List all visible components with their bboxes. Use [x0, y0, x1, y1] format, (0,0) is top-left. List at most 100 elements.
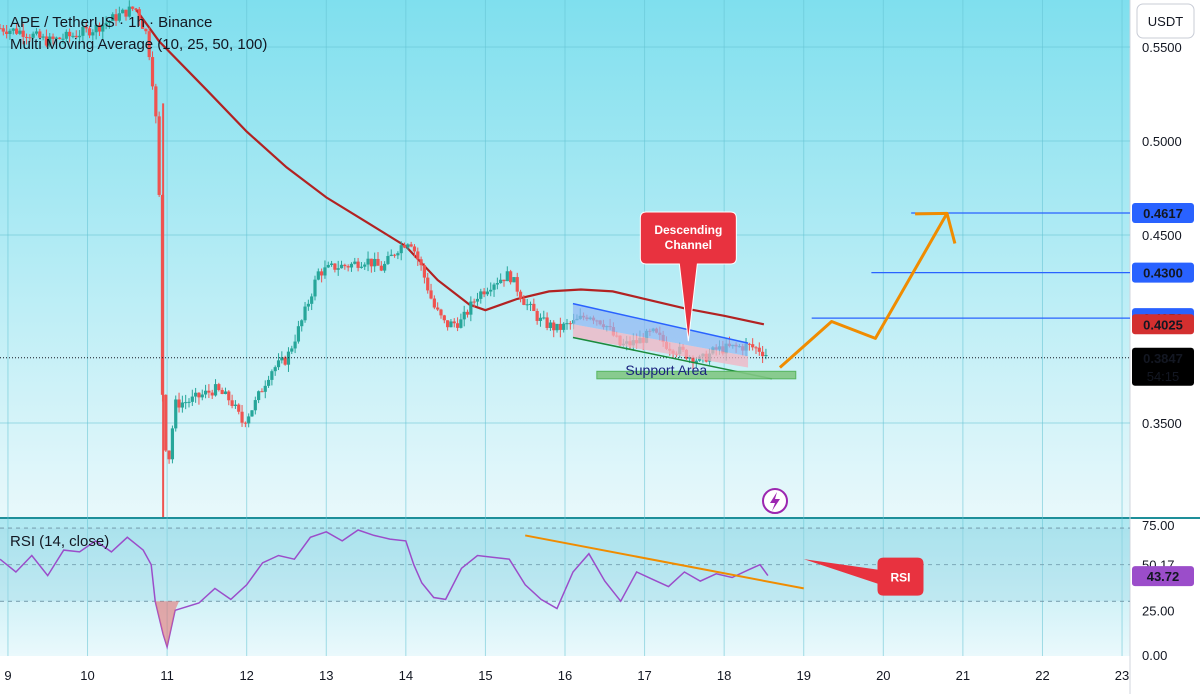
candle-body — [552, 322, 556, 331]
price-tick-label: 0.3500 — [1142, 416, 1182, 431]
candle-body — [310, 296, 314, 304]
candle-body — [111, 14, 115, 21]
candle-body — [203, 390, 208, 395]
target-level-badge — [1132, 203, 1194, 224]
currency-button[interactable] — [1136, 3, 1195, 39]
candle-body — [270, 371, 274, 380]
candle-body — [247, 416, 251, 424]
candle-body — [41, 36, 45, 38]
candle-body — [465, 311, 470, 315]
candle-body — [509, 271, 513, 283]
candle-body — [323, 267, 327, 276]
candle-body — [94, 25, 98, 33]
candle-body — [84, 26, 88, 29]
candle-body — [104, 22, 108, 25]
candle-body — [5, 31, 9, 34]
candle-body — [761, 351, 765, 357]
candle-body — [455, 323, 460, 328]
candle-body — [18, 30, 22, 34]
candle-body — [339, 264, 344, 269]
candle-body — [180, 402, 184, 408]
candle-body — [280, 357, 284, 361]
candle-body — [412, 246, 417, 252]
candle-body — [250, 410, 254, 417]
rsi-title[interactable]: RSI (14, close) — [10, 533, 109, 550]
candle-body — [1, 28, 5, 32]
candle-body — [336, 268, 340, 270]
time-tick-label: 20 — [876, 668, 890, 683]
candle-body — [223, 391, 228, 395]
candle-body — [422, 265, 427, 278]
candle-body — [150, 57, 155, 87]
candle-body — [349, 263, 354, 268]
time-tick-label: 16 — [558, 668, 572, 683]
rsi-layer: RSI — [0, 527, 1130, 650]
candle-body — [227, 391, 231, 401]
candle-body — [237, 404, 241, 412]
candle-body — [316, 271, 320, 280]
candle-body — [260, 391, 264, 393]
candle-body — [548, 322, 553, 328]
candle-body — [757, 347, 761, 352]
candle-body — [542, 317, 546, 319]
candle-body — [74, 35, 78, 38]
candle-body — [276, 360, 281, 368]
symbol-title[interactable]: APE / TetherUS · 1h · Binance — [10, 14, 212, 31]
candle-body — [366, 258, 370, 265]
candle-body — [505, 271, 509, 282]
candle-body — [131, 6, 135, 9]
candle-body — [515, 277, 519, 292]
candle-body — [0, 28, 2, 30]
candle-body — [11, 28, 15, 31]
rsi-callout-label: RSI — [890, 571, 910, 585]
candle-body — [177, 399, 181, 408]
candle-body — [502, 279, 506, 282]
candle-body — [134, 8, 138, 10]
candle-body — [124, 9, 128, 17]
candle-body — [538, 317, 543, 321]
candle-body — [386, 256, 390, 264]
candle-body — [127, 6, 131, 17]
alert-button[interactable] — [762, 488, 788, 514]
candle-body — [243, 422, 247, 424]
candle-body — [14, 28, 19, 34]
candle-body — [449, 321, 453, 328]
candle-body — [24, 36, 29, 38]
candle-body — [51, 36, 55, 39]
candle-body — [383, 263, 387, 271]
axes-layer: 9 10 11 12 13 14 15 16 17 18 19 20 21 22 23 0.5500 0.500… — [4, 40, 1194, 683]
rsi-oversold-fill — [155, 601, 180, 647]
candle-body — [343, 264, 347, 267]
candle-body — [535, 310, 539, 321]
descending-channel-callout — [639, 211, 737, 342]
candle-body — [406, 244, 410, 248]
candle-body — [518, 291, 523, 299]
candle-body — [263, 385, 267, 392]
candle-body — [107, 20, 112, 23]
channel-upper-line — [572, 302, 749, 344]
candle-body — [157, 116, 161, 195]
currency-label: USDT — [1148, 14, 1183, 29]
price-axis-background — [1130, 0, 1200, 694]
candle-body — [91, 32, 95, 36]
candle-body — [568, 323, 572, 325]
candle-body — [369, 258, 373, 267]
candle-body — [492, 284, 496, 290]
price-tick-label: 0.4500 — [1142, 228, 1182, 243]
candle-body — [558, 323, 562, 330]
candle-body — [525, 304, 529, 306]
grid — [0, 0, 1130, 656]
candle-body — [691, 357, 695, 364]
candle-body — [459, 319, 463, 328]
candle-body — [167, 450, 171, 460]
indicator-title[interactable]: Multi Moving Average (10, 25, 50, 100) — [10, 36, 267, 53]
countdown-label: 54:15 — [1147, 369, 1180, 384]
candle-body — [184, 402, 188, 404]
candle-body — [273, 367, 277, 372]
candle-body — [475, 298, 480, 302]
projection-path — [778, 212, 949, 369]
candle-body — [48, 36, 52, 46]
